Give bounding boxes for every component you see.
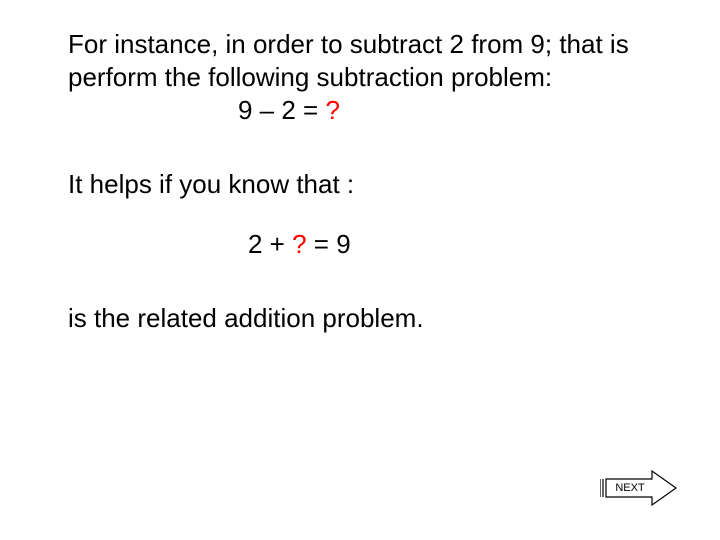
equation-2: 2 + ? = 9 [68,229,660,260]
intro-text: For instance, in order to subtract 2 fro… [68,28,660,93]
eq2-c: = 9 [307,229,351,259]
outro-text: is the related addition problem. [68,302,660,335]
slide-body: For instance, in order to subtract 2 fro… [0,0,720,334]
eq2-a: 2 + [248,229,292,259]
middle-text: It helps if you know that : [68,168,660,201]
eq1-unknown: ? [325,95,339,125]
eq1-lhs: 9 – 2 = [238,95,325,125]
next-button[interactable]: NEXT [600,469,678,512]
equation-1: 9 – 2 = ? [68,95,660,126]
eq2-unknown: ? [292,229,306,259]
next-arrow-icon: NEXT [600,469,678,507]
next-label: NEXT [615,482,645,494]
